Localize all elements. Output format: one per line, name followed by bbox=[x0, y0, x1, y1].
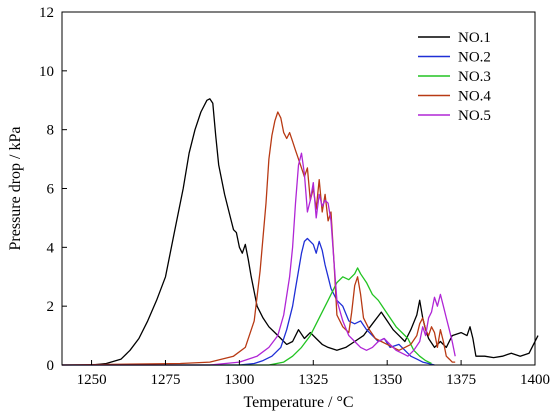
x-tick-label: 1375 bbox=[446, 372, 476, 388]
y-tick-label: 10 bbox=[39, 64, 54, 80]
y-tick-label: 2 bbox=[47, 299, 55, 315]
series-line-no2 bbox=[62, 237, 435, 366]
y-tick-label: 4 bbox=[47, 240, 55, 256]
legend-label: NO.4 bbox=[458, 89, 491, 105]
series-line-no1 bbox=[91, 98, 539, 366]
x-tick-label: 1275 bbox=[150, 372, 180, 388]
x-axis: 1250 1275 1300 1325 1350 1375 1400 bbox=[77, 360, 550, 388]
y-tick-label: 12 bbox=[39, 5, 54, 21]
y-axis: 0 2 4 6 8 10 12 bbox=[39, 5, 67, 374]
plot-lines bbox=[61, 98, 539, 366]
y-tick-label: 6 bbox=[47, 182, 55, 198]
legend-label: NO.5 bbox=[458, 108, 491, 124]
legend-label: NO.2 bbox=[458, 50, 491, 66]
x-tick-label: 1400 bbox=[520, 372, 550, 388]
x-tick-label: 1325 bbox=[298, 372, 328, 388]
legend-label: NO.3 bbox=[458, 69, 491, 85]
y-axis-title: Pressure drop / kPa bbox=[7, 127, 24, 251]
y-tick-label: 0 bbox=[47, 358, 55, 374]
x-tick-label: 1300 bbox=[224, 372, 254, 388]
y-tick-label: 8 bbox=[47, 123, 55, 139]
legend: NO.1 NO.2 NO.3 NO.4 NO.5 bbox=[418, 30, 491, 124]
x-tick-label: 1250 bbox=[77, 372, 107, 388]
series-line-no5 bbox=[62, 152, 456, 366]
x-tick-label: 1350 bbox=[372, 372, 402, 388]
x-axis-title: Temperature / °C bbox=[243, 394, 353, 411]
legend-label: NO.1 bbox=[458, 30, 491, 46]
series-line-no3 bbox=[62, 267, 432, 366]
